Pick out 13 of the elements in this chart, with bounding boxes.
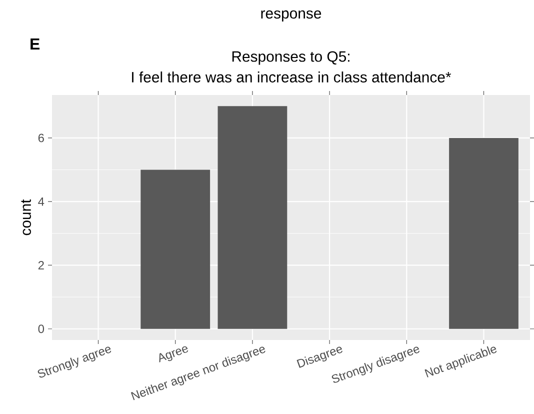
x-axis-title: response <box>261 10 322 22</box>
chart-subtitle: I feel there was an increase in class attendance* <box>132 72 452 82</box>
bar <box>140 170 210 329</box>
y-axis-title: count <box>21 199 31 236</box>
x-tick-label: Agree <box>159 346 188 362</box>
text: E <box>30 38 40 50</box>
bar <box>218 106 288 329</box>
y-tick-label: 0 <box>38 324 44 334</box>
y-tick-label: 4 <box>38 197 44 206</box>
y-tick-label: 6 <box>38 134 44 142</box>
chart-title: Responses to Q5: <box>232 51 350 65</box>
y-tick-label: 2 <box>38 261 44 270</box>
bar <box>449 138 518 329</box>
